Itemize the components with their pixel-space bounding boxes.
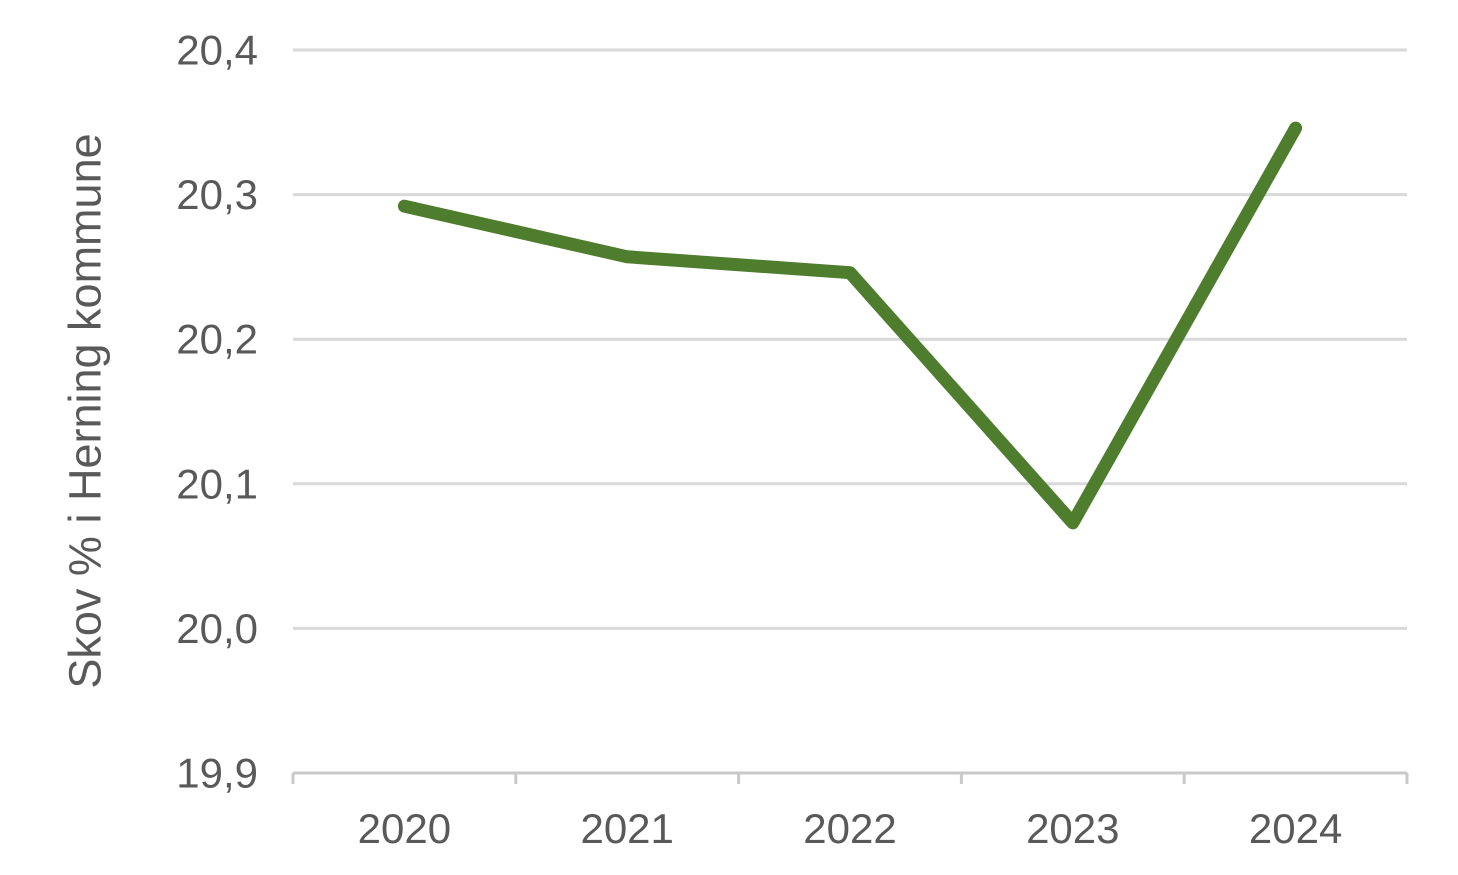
y-tick-label: 20,4 <box>176 27 258 74</box>
series-line-0 <box>397 121 1303 530</box>
y-tick-label: 19,9 <box>176 750 258 797</box>
x-tick-label: 2024 <box>1249 805 1342 852</box>
y-tick-label: 20,0 <box>176 605 258 652</box>
y-tick-label: 20,1 <box>176 460 258 507</box>
y-tick-label: 20,2 <box>176 316 258 363</box>
x-tick-label: 2020 <box>358 805 451 852</box>
y-axis-title: Skov % i Herning kommune <box>60 133 111 688</box>
x-tick-label: 2021 <box>580 805 673 852</box>
y-tick-label: 20,3 <box>176 171 258 218</box>
x-tick-label: 2022 <box>803 805 896 852</box>
x-tick-label: 2023 <box>1026 805 1119 852</box>
